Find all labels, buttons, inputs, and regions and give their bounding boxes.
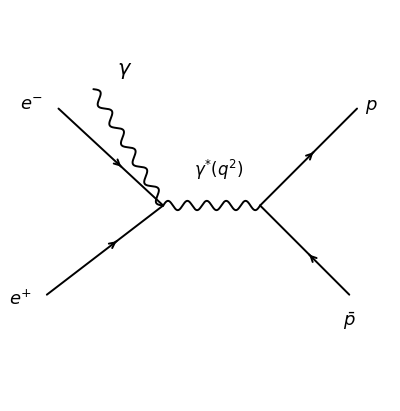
Text: $\bar{p}$: $\bar{p}$ — [343, 310, 356, 332]
Text: p: p — [365, 96, 376, 114]
Text: e$^{-}$: e$^{-}$ — [20, 96, 43, 114]
Text: $\gamma^{*}(q^{2})$: $\gamma^{*}(q^{2})$ — [194, 158, 244, 182]
Text: $\gamma$: $\gamma$ — [117, 61, 132, 81]
Text: e$^{+}$: e$^{+}$ — [9, 289, 31, 308]
